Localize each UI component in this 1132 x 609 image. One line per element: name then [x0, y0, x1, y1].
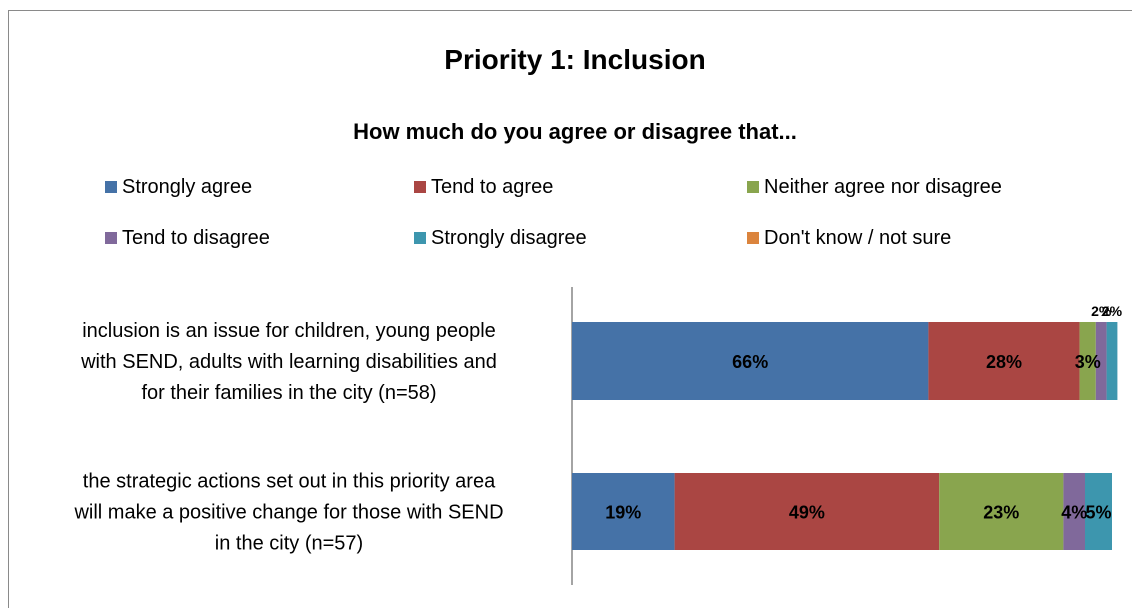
data-label: 28% — [986, 352, 1022, 372]
category-label-line: with SEND, adults with learning disabili… — [80, 351, 497, 373]
bar-segment-strongly-agree — [572, 322, 929, 400]
data-label: 4% — [1061, 503, 1087, 523]
legend-swatch — [105, 181, 117, 193]
bar-segment-tend-to-agree — [928, 322, 1080, 400]
bar-segment-strongly-agree — [572, 473, 675, 550]
data-label: 3% — [1075, 352, 1101, 372]
bar-segment-tend-to-agree — [674, 473, 940, 550]
bar-segment-tend-to-disagree — [1095, 322, 1107, 400]
data-label: 19% — [605, 503, 641, 523]
category-label-line: will make a positive change for those wi… — [73, 502, 503, 524]
stacked-bar-chart: Priority 1: Inclusion How much do you ag… — [73, 44, 1123, 585]
legend-item-tend-to-agree: Tend to agree — [414, 176, 553, 198]
category-label-line: inclusion is an issue for children, youn… — [82, 320, 496, 342]
legend-label: Neither agree nor disagree — [764, 176, 1002, 198]
legend-label: Strongly disagree — [431, 227, 587, 249]
legend-item-strongly-disagree: Strongly disagree — [414, 227, 587, 249]
legend-item-strongly-agree: Strongly agree — [105, 176, 252, 198]
legend-label: Tend to agree — [431, 176, 553, 198]
legend-label: Strongly agree — [122, 176, 252, 198]
data-label: 2% — [1102, 303, 1123, 319]
category-label-line: the strategic actions set out in this pr… — [83, 471, 496, 493]
bars — [572, 322, 1118, 550]
chart-frame: Priority 1: Inclusion How much do you ag… — [8, 10, 1132, 608]
bar-segment-tend-to-disagree — [1063, 473, 1085, 550]
bar-segment-strongly-disagree — [1085, 473, 1112, 550]
category-label-line: in the city (n=57) — [215, 533, 363, 555]
data-labels: 66% 28% 3% 2%2% 19% 49% 23% 4%5% — [605, 303, 1122, 523]
legend-label: Tend to disagree — [122, 227, 270, 249]
category-label: inclusion is an issue for children, youn… — [80, 320, 497, 404]
bar-segment-strongly-disagree — [1106, 322, 1118, 400]
legend-swatch — [747, 181, 759, 193]
legend-item-don-t-know-not-sure: Don't know / not sure — [747, 227, 951, 249]
legend: Strongly agree Tend to agree Neither agree… — [105, 176, 1002, 249]
chart-title: Priority 1: Inclusion — [444, 44, 705, 75]
data-label: 2% — [1091, 303, 1112, 319]
legend-label: Don't know / not sure — [764, 227, 951, 249]
legend-swatch — [414, 181, 426, 193]
bar-segment-neither-agree-nor-disagree — [1079, 322, 1096, 400]
category-label-line: for their families in the city (n=58) — [141, 382, 436, 404]
chart-subtitle: How much do you agree or disagree that..… — [353, 119, 797, 144]
legend-swatch — [414, 232, 426, 244]
data-label: 5% — [1085, 503, 1111, 523]
legend-item-tend-to-disagree: Tend to disagree — [105, 227, 270, 249]
category-label: the strategic actions set out in this pr… — [73, 471, 503, 555]
category-labels: inclusion is an issue for children, youn… — [73, 320, 503, 555]
data-label: 23% — [983, 503, 1019, 523]
data-label: 49% — [789, 503, 825, 523]
legend-swatch — [747, 232, 759, 244]
legend-swatch — [105, 232, 117, 244]
legend-item-neither-agree-nor-disagree: Neither agree nor disagree — [747, 176, 1002, 198]
data-label: 66% — [732, 352, 768, 372]
bar-segment-neither-agree-nor-disagree — [939, 473, 1064, 550]
